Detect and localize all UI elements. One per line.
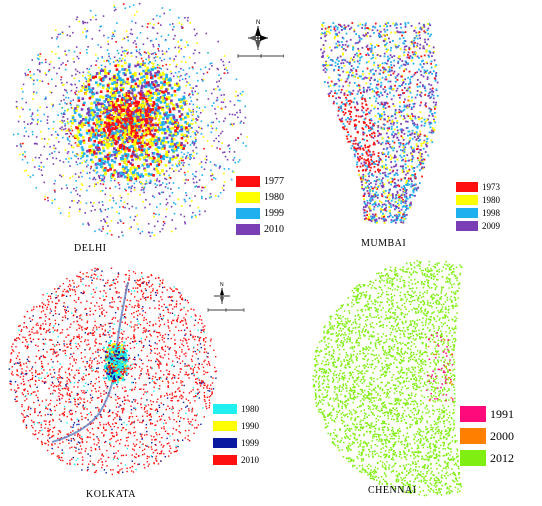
kolkata-map-panel: N 1980 1990 1999 2010 KOLKATA	[0, 262, 300, 506]
legend-swatch	[460, 450, 486, 466]
chennai-legend: 1991 2000 2012	[460, 406, 540, 476]
chennai-map	[312, 260, 463, 497]
legend-swatch	[456, 182, 478, 192]
legend-item: 1999	[236, 208, 284, 219]
legend-item: 1999	[213, 438, 259, 448]
kolkata-legend: 1980 1990 1999 2010	[213, 404, 283, 472]
legend-year: 2000	[490, 428, 514, 443]
legend-item: 2000	[460, 428, 514, 444]
legend-swatch	[236, 224, 260, 235]
kolkata-map	[8, 267, 217, 476]
legend-swatch	[456, 195, 478, 205]
legend-item: 1980	[456, 195, 500, 205]
legend-item: 2012	[460, 450, 514, 466]
delhi-legend: 1977 1980 1999 2010	[236, 176, 306, 236]
legend-item: 1991	[460, 406, 514, 422]
legend-swatch	[456, 221, 478, 231]
legend-year: 2009	[482, 221, 500, 231]
legend-swatch	[236, 208, 260, 219]
legend-year: 2012	[490, 450, 514, 465]
kolkata-label: KOLKATA	[86, 489, 136, 500]
mumbai-map-panel: 1973 1980 1998 2009 MUMBAI	[300, 0, 542, 260]
legend-swatch	[213, 421, 237, 431]
legend-swatch	[213, 438, 237, 448]
legend-swatch	[460, 406, 486, 422]
mumbai-map	[320, 22, 439, 224]
delhi-map	[12, 2, 249, 238]
svg-text:N: N	[256, 20, 260, 26]
legend-swatch	[213, 404, 237, 414]
legend-swatch	[236, 176, 260, 187]
legend-swatch	[460, 428, 486, 444]
legend-swatch	[456, 208, 478, 218]
legend-swatch	[236, 192, 260, 203]
north-arrow-icon: N	[234, 16, 285, 71]
legend-year: 1977	[264, 176, 284, 187]
legend-year: 2010	[241, 455, 259, 465]
legend-item: 1980	[213, 404, 259, 414]
legend-year: 1980	[264, 192, 284, 203]
legend-year: 1980	[482, 195, 500, 205]
legend-year: 1990	[241, 421, 259, 431]
legend-year: 1999	[241, 438, 259, 448]
delhi-label: DELHI	[74, 243, 107, 254]
legend-item: 1973	[456, 182, 500, 192]
mumbai-legend: 1973 1980 1998 2009	[456, 182, 526, 234]
legend-year: 1973	[482, 182, 500, 192]
north-arrow-icon: N	[206, 280, 252, 325]
chennai-label: CHENNAI	[368, 485, 417, 496]
legend-item: 1980	[236, 192, 284, 203]
legend-item: 1977	[236, 176, 284, 187]
legend-item: 2010	[213, 455, 259, 465]
legend-year: 1999	[264, 208, 284, 219]
legend-year: 2010	[264, 224, 284, 235]
legend-year: 1991	[490, 406, 514, 421]
legend-item: 2010	[236, 224, 284, 235]
delhi-map-panel: N 1977 1980 1999 2010 DELHI	[0, 0, 300, 260]
legend-year: 1980	[241, 404, 259, 414]
legend-swatch	[213, 455, 237, 465]
legend-item: 1990	[213, 421, 259, 431]
legend-year: 1998	[482, 208, 500, 218]
chennai-map-panel: 1991 2000 2012 CHENNAI	[300, 252, 542, 506]
legend-item: 1998	[456, 208, 500, 218]
mumbai-label: MUMBAI	[361, 238, 407, 249]
legend-item: 2009	[456, 221, 500, 231]
